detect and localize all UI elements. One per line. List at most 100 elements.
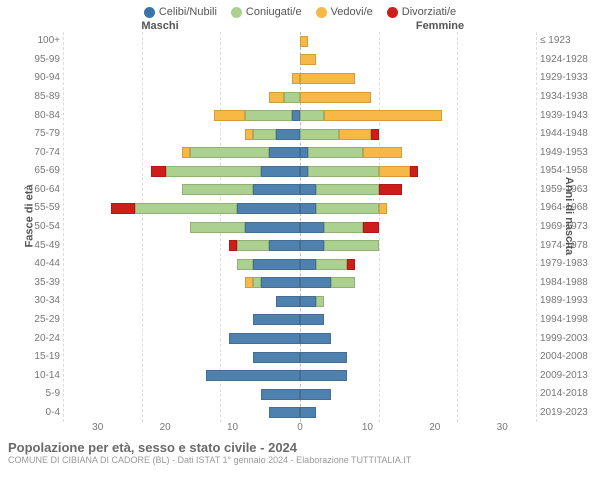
chart-subtitle: COMUNE DI CIBIANA DI CADORE (BL) - Dati … <box>8 455 592 465</box>
birth-year-label: 1949-1953 <box>536 143 596 162</box>
age-label: 65-69 <box>4 162 64 181</box>
bar-segment-con <box>308 166 379 177</box>
bar-segment-cel <box>300 259 316 270</box>
age-label: 15-19 <box>4 348 64 367</box>
bar-segment-cel <box>245 222 300 233</box>
bar-segment-cel <box>261 166 300 177</box>
bar-segment-ved <box>300 92 371 103</box>
bar-segment-cel <box>253 259 300 270</box>
pyramid-row <box>64 236 536 255</box>
bar-segment-cel <box>276 129 300 140</box>
chart-area: 100+95-9990-9485-8980-8475-7970-7465-696… <box>0 32 600 422</box>
legend-label: Coniugati/e <box>246 6 302 18</box>
pyramid-row <box>64 274 536 293</box>
birth-year-label: 2004-2008 <box>536 348 596 367</box>
age-label: 100+ <box>4 32 64 51</box>
age-label: 70-74 <box>4 143 64 162</box>
pyramid-row <box>64 366 536 385</box>
bar-segment-ved <box>214 110 245 121</box>
bar-segment-ved <box>363 147 402 158</box>
pyramid-row <box>64 348 536 367</box>
legend-item: Vedovi/e <box>316 6 373 18</box>
pyramid-row <box>64 218 536 237</box>
bar-segment-div <box>229 240 237 251</box>
pyramid-row <box>64 199 536 218</box>
bar-segment-cel <box>300 389 331 400</box>
bar-segment-con <box>316 259 347 270</box>
bar-segment-cel <box>300 166 308 177</box>
bar-segment-cel <box>237 203 300 214</box>
bar-segment-con <box>245 110 292 121</box>
bar-segment-con <box>316 184 379 195</box>
birth-year-label: 1999-2003 <box>536 329 596 348</box>
legend-label: Divorziati/e <box>402 6 456 18</box>
bar-segment-con <box>300 129 339 140</box>
bar-segment-cel <box>292 110 300 121</box>
x-tick: 20 <box>131 422 198 436</box>
bar-segment-con <box>190 147 269 158</box>
bar-segment-div <box>347 259 355 270</box>
x-tick: 30 <box>469 422 536 436</box>
legend-swatch <box>144 7 155 18</box>
x-tick: 0 <box>266 422 333 436</box>
bar-segment-cel <box>300 314 324 325</box>
bar-segment-con <box>253 277 261 288</box>
legend-item: Celibi/Nubili <box>144 6 217 18</box>
bar-segment-cel <box>300 147 308 158</box>
legend-swatch <box>231 7 242 18</box>
age-label: 0-4 <box>4 404 64 423</box>
bar-segment-cel <box>253 314 300 325</box>
bar-segment-cel <box>253 184 300 195</box>
bar-segment-ved <box>300 73 355 84</box>
bar-segment-ved <box>182 147 190 158</box>
pyramid-row <box>64 329 536 348</box>
pyramid-row <box>64 106 536 125</box>
birth-year-label: 1934-1938 <box>536 88 596 107</box>
pyramid-row <box>64 125 536 144</box>
bar-segment-ved <box>245 129 253 140</box>
bar-segment-con <box>182 184 253 195</box>
pyramid-row <box>64 292 536 311</box>
birth-year-label: 1939-1943 <box>536 106 596 125</box>
age-label: 20-24 <box>4 329 64 348</box>
y-axis-title-left: Fasce di età <box>23 185 35 248</box>
bar-segment-div <box>379 184 403 195</box>
age-label: 25-29 <box>4 311 64 330</box>
pyramid-row <box>64 181 536 200</box>
bar-segment-con <box>237 240 268 251</box>
bar-segment-div <box>371 129 379 140</box>
bar-segment-div <box>363 222 379 233</box>
bar-segment-con <box>190 222 245 233</box>
age-label: 35-39 <box>4 274 64 293</box>
pyramid-row <box>64 404 536 423</box>
chart-title: Popolazione per età, sesso e stato civil… <box>8 440 592 455</box>
bar-segment-ved <box>300 36 308 47</box>
bar-segment-cel <box>269 147 300 158</box>
legend-swatch <box>316 7 327 18</box>
age-label: 95-99 <box>4 51 64 70</box>
bar-segment-con <box>253 129 277 140</box>
birth-year-label: 1944-1948 <box>536 125 596 144</box>
bar-segment-cel <box>206 370 300 381</box>
bar-segment-cel <box>253 352 300 363</box>
population-pyramid-chart: Celibi/Nubili Coniugati/e Vedovi/e Divorzia… <box>0 0 600 500</box>
bar-segment-con <box>316 203 379 214</box>
bar-segment-con <box>331 277 355 288</box>
age-label: 5-9 <box>4 385 64 404</box>
plot-area <box>64 32 536 422</box>
bar-segment-div <box>151 166 167 177</box>
bar-segment-cel <box>300 407 316 418</box>
bar-segment-ved <box>339 129 370 140</box>
birth-year-label: 1984-1988 <box>536 274 596 293</box>
pyramid-row <box>64 88 536 107</box>
bar-segment-con <box>324 222 363 233</box>
bar-segment-cel <box>300 240 324 251</box>
legend-item: Divorziati/e <box>387 6 456 18</box>
pyramid-row <box>64 311 536 330</box>
bar-segment-ved <box>324 110 442 121</box>
age-label: 40-44 <box>4 255 64 274</box>
gender-headers: Maschi Femmine <box>0 20 600 32</box>
x-axis: 3020100102030 <box>0 422 600 436</box>
birth-year-label: 2014-2018 <box>536 385 596 404</box>
x-tick: 30 <box>64 422 131 436</box>
